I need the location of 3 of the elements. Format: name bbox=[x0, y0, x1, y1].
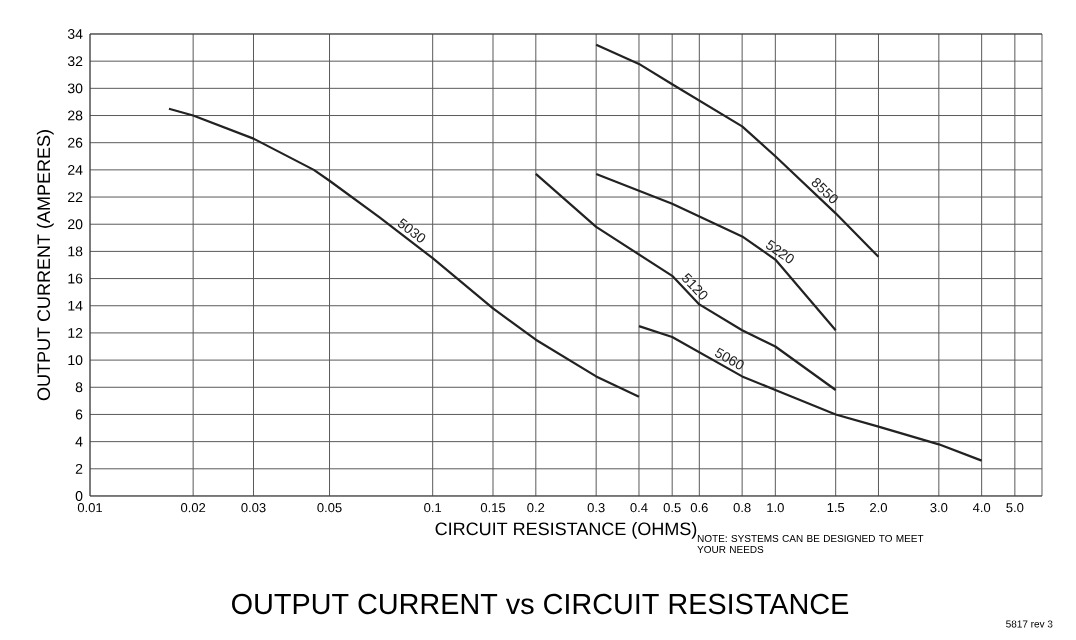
x-axis-title: CIRCUIT RESISTANCE (OHMS) bbox=[435, 521, 697, 539]
text: OUTPUT CURRENT vs CIRCUIT RESISTANCE bbox=[232, 593, 849, 615]
y-axis-title: OUTPUT CURRENT (AMPERES) bbox=[36, 130, 54, 401]
